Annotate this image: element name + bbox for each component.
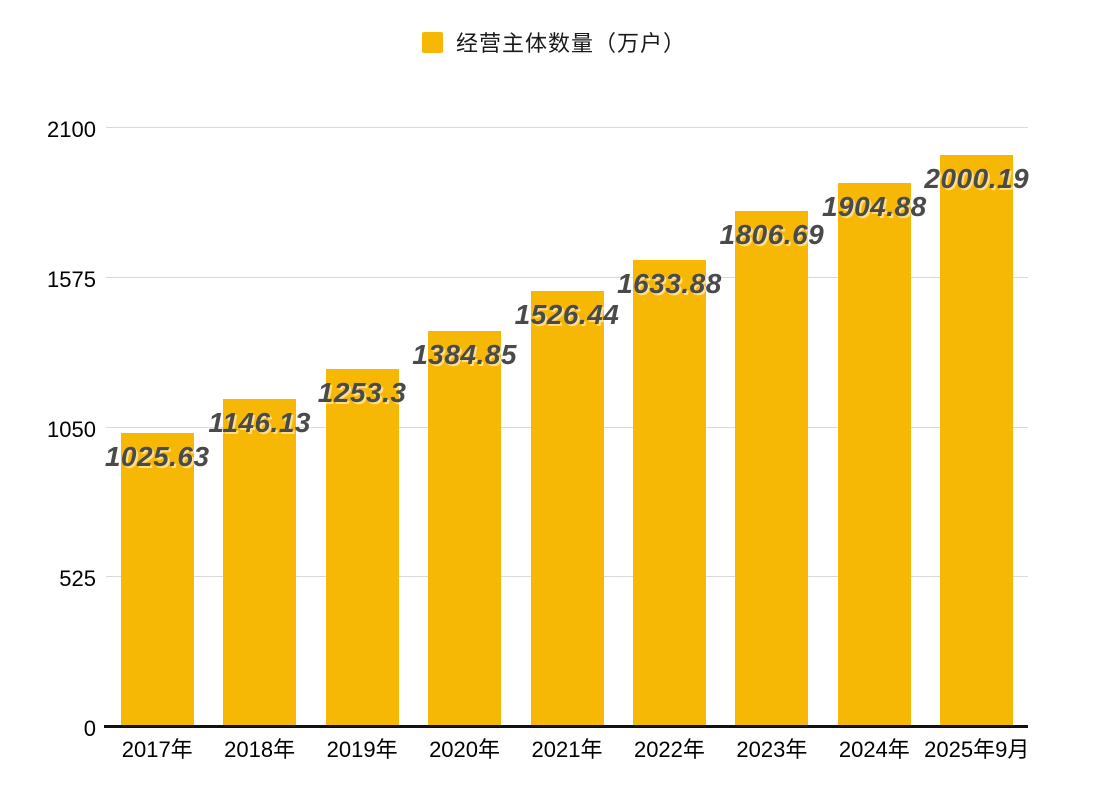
bar [735, 210, 809, 726]
y-axis-tick-label: 525 [59, 566, 96, 592]
bar [325, 368, 399, 726]
bar [837, 182, 911, 726]
bar [223, 399, 297, 726]
gridline [106, 127, 1028, 128]
bar [632, 259, 706, 726]
bar-value-label: 1806.69 [719, 218, 825, 250]
bar-value-label: 1904.88 [821, 190, 927, 222]
x-axis-label: 2018年 [224, 737, 296, 762]
x-axis-label: 2025年9月 [924, 737, 1030, 762]
y-axis-tick-label: 2100 [47, 117, 96, 142]
x-axis-label: 2021年 [531, 737, 603, 762]
bar [428, 330, 502, 726]
bar-value-label: 1146.13 [208, 407, 311, 439]
x-axis-line [104, 724, 1028, 728]
x-axis-label: 2019年 [326, 737, 398, 762]
bar-value-label: 1253.3 [317, 376, 407, 408]
x-axis-label: 2022年 [633, 737, 705, 762]
bar-value-label: 2000.19 [924, 163, 1030, 195]
bar-value-label: 1633.88 [617, 267, 722, 299]
legend-swatch [421, 31, 443, 53]
x-axis-label: 2023年 [736, 737, 808, 762]
legend-label: 经营主体数量（万户） [455, 31, 686, 56]
y-axis-tick-label: 1575 [47, 266, 96, 292]
gridline [106, 276, 1028, 278]
bar [120, 433, 194, 726]
bar-value-label: 1384.85 [412, 338, 517, 370]
legend: 经营主体数量（万户） [0, 26, 1108, 58]
bar-value-label: 1025.63 [104, 441, 210, 473]
x-axis-label: 2020年 [429, 737, 501, 762]
bar [530, 290, 604, 726]
y-axis-tick-label: 1050 [47, 416, 96, 442]
x-axis-label: 2017年 [121, 737, 193, 762]
bar [940, 155, 1014, 726]
x-axis-label: 2024年 [838, 737, 910, 762]
bar-value-label: 1526.44 [514, 298, 620, 330]
y-axis-tick-label: 0 [83, 716, 96, 741]
